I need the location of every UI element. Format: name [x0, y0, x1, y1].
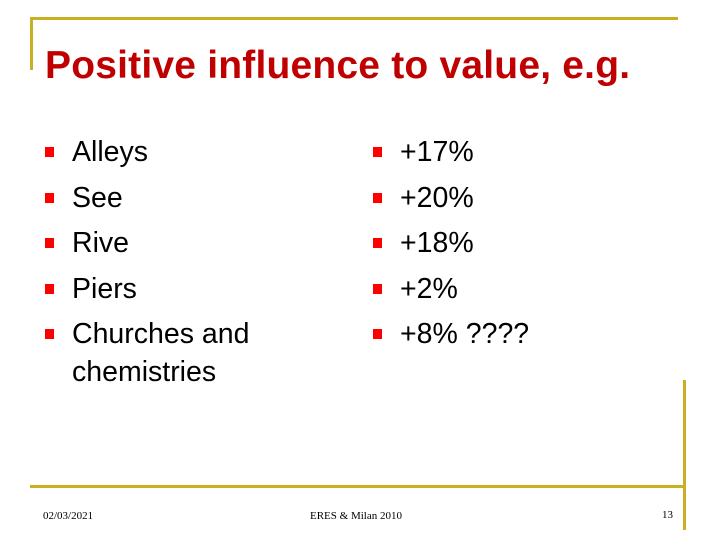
- list-item-text: Piers: [72, 272, 137, 305]
- list-item: Churches and chemistries: [45, 315, 335, 391]
- list-item-text: See: [72, 181, 123, 214]
- list-item-text: +2%: [400, 272, 458, 305]
- list-item: +2%: [373, 270, 663, 308]
- slide-title: Positive influence to value, e.g.: [45, 44, 631, 87]
- square-bullet-icon: [45, 329, 54, 339]
- list-item: +8% ????: [373, 315, 663, 353]
- frame-bottom-rule: [30, 485, 686, 488]
- frame-top-rule: [30, 17, 678, 20]
- list-item: +20%: [373, 179, 663, 217]
- list-item: +17%: [373, 133, 663, 171]
- list-item-text: +20%: [400, 181, 474, 214]
- list-item: Piers: [45, 270, 335, 308]
- list-item-text: +18%: [400, 227, 474, 259]
- list-item-text: +17%: [400, 136, 474, 168]
- square-bullet-icon: [373, 329, 382, 339]
- list-item-text: Rive: [72, 227, 130, 259]
- list-item: +18%: [373, 224, 663, 262]
- list-item-text: Churches and chemistries: [72, 318, 250, 388]
- list-item: See: [45, 179, 335, 217]
- square-bullet-icon: [373, 283, 382, 294]
- square-bullet-icon: [45, 147, 54, 157]
- page-number: 13: [662, 509, 673, 521]
- square-bullet-icon: [373, 238, 382, 248]
- square-bullet-icon: [45, 283, 54, 294]
- frame-left-rule: [30, 17, 33, 70]
- list-item-text: Alleys: [72, 136, 149, 168]
- list-item-text: +8% ????: [400, 318, 530, 350]
- square-bullet-icon: [373, 192, 382, 203]
- list-item: Alleys: [45, 133, 335, 171]
- right-bullet-list: +17% +20% +18% +2% +8% ????: [373, 133, 663, 361]
- left-bullet-list: Alleys See Rive Piers Churches and chemi…: [45, 133, 335, 399]
- frame-right-rule: [683, 380, 686, 530]
- square-bullet-icon: [373, 147, 382, 157]
- footer-date: 02/03/2021: [43, 510, 94, 522]
- square-bullet-icon: [45, 238, 54, 248]
- footer-center-text: ERES & Milan 2010: [310, 510, 402, 522]
- square-bullet-icon: [45, 192, 54, 203]
- list-item: Rive: [45, 224, 335, 262]
